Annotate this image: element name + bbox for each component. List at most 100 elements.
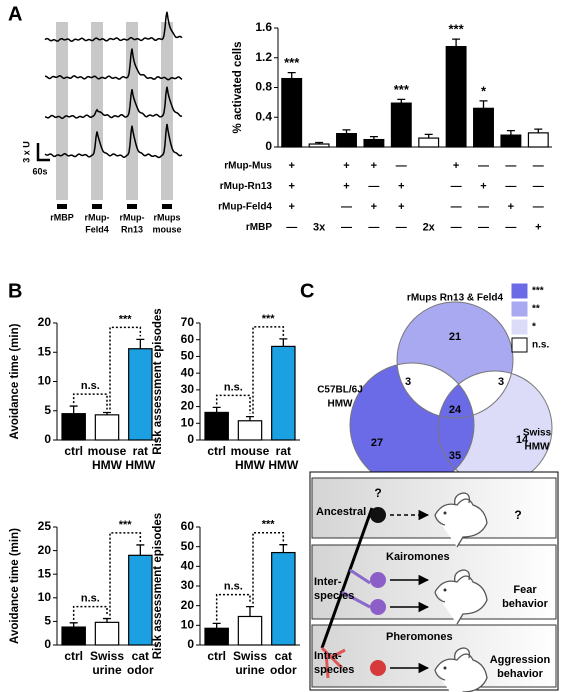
question: ? [514, 508, 521, 522]
table-cell: + [371, 160, 377, 172]
error-bar [103, 617, 111, 623]
row-label: rMup-Mus [224, 161, 272, 172]
table-cell: — [451, 201, 462, 213]
calcium-trace [44, 11, 183, 42]
mouse-icon [434, 647, 488, 692]
molecule [370, 660, 386, 676]
y-axis-label: Avoidance time (min) [9, 323, 21, 439]
stimulus-label: Rn13 [121, 224, 143, 234]
x-tick-label: HMW [125, 458, 156, 472]
stimulus-label: rMup- [85, 212, 110, 222]
table-cell: — [533, 180, 544, 192]
row-label: rMup-Rn13 [220, 181, 273, 192]
bar [271, 345, 296, 441]
table-cell: — [396, 221, 407, 233]
y-axis-label: Risk assessment episodes [152, 308, 164, 454]
x-tick-label: ctrl [207, 444, 226, 458]
table-cell: — [368, 180, 379, 192]
tree-branch [341, 568, 371, 609]
y-tick-label: 10 [181, 618, 195, 632]
region-count: 21 [449, 331, 461, 343]
stimulus-label: rMup- [120, 212, 145, 222]
significance-label: *** [394, 82, 410, 97]
row-label: Ancestral [316, 506, 366, 518]
y-tick-label: 60 [181, 332, 195, 346]
x-tick-label: ctrl [207, 649, 226, 663]
table-cell: — [505, 160, 516, 172]
comparison-label: *** [119, 313, 133, 325]
error-bar [246, 415, 254, 421]
error-bar [315, 141, 324, 145]
bar [204, 627, 229, 646]
error-bar [212, 406, 221, 413]
y-tick-label: 60 [181, 519, 195, 533]
row-label: rMup-Feld4 [218, 202, 272, 213]
table-cell: — [478, 160, 489, 172]
behavior-label: behavior [502, 598, 549, 610]
molecule [370, 507, 386, 523]
error-bar [212, 622, 221, 629]
x-tick-label: ctrl [64, 649, 83, 663]
table-cell: + [480, 180, 486, 192]
x-tick-label: cat [275, 649, 292, 663]
error-bar [287, 71, 296, 79]
table-cell: — [341, 221, 352, 233]
error-bar [369, 135, 378, 140]
molecule [370, 572, 386, 588]
table-cell: — [341, 201, 352, 213]
y-axis-label: Avoidance time (min) [9, 528, 21, 644]
mouse-eye [443, 588, 447, 592]
error-bar [246, 606, 254, 617]
table-cell: + [453, 160, 459, 172]
comparison-label: *** [119, 519, 133, 531]
y-tick-label: 20 [38, 543, 52, 557]
y-tick-label: 0 [187, 432, 194, 446]
region-count: 14 [516, 434, 529, 446]
comparison-label: n.s. [224, 581, 243, 593]
row-label: Intra- [314, 650, 342, 662]
y-tick-label: 5 [44, 403, 51, 417]
table-cell: — [286, 221, 297, 233]
error-bar [279, 338, 288, 347]
row-label: rMBP [246, 222, 272, 233]
table-cell: + [343, 180, 349, 192]
y-tick-label: 40 [181, 365, 195, 379]
y-tick-label: 1.6 [255, 20, 272, 34]
scale-label: 3 x U [21, 141, 31, 163]
comparison-label: *** [262, 519, 276, 531]
stimulus-window [126, 22, 138, 200]
question: ? [374, 486, 381, 500]
x-tick-label: HMW [235, 458, 266, 472]
region-count: 3 [498, 376, 504, 388]
error-bar [534, 128, 543, 133]
molecule [370, 599, 386, 615]
y-tick-label: 30 [181, 578, 195, 592]
y-tick-label: 20 [181, 399, 195, 413]
mouse-icon [434, 569, 488, 625]
legend-swatch [511, 319, 528, 335]
error-bar [397, 98, 406, 104]
panel-label: A [8, 3, 22, 25]
table-cell: + [288, 180, 294, 192]
stimulus-label: Feld4 [85, 224, 109, 234]
scale-label: 60s [32, 166, 47, 176]
bar [128, 348, 153, 441]
venn-region [438, 371, 474, 418]
region-count: 27 [371, 437, 383, 449]
comparison-bracket [252, 326, 285, 414]
set-label: rMups Rn13 & Feld4 [407, 293, 504, 304]
y-tick-label: 10 [38, 374, 52, 388]
behavior-label: Aggression [490, 654, 551, 666]
bar [128, 554, 153, 646]
set-label: HMW [525, 442, 551, 453]
x-tick-label: mouse [88, 444, 127, 458]
stimulus-bar [127, 204, 137, 209]
x-tick-label: odor [270, 663, 297, 677]
legend-label: *** [532, 286, 544, 297]
x-tick-label: Swiss [233, 649, 267, 663]
comparison-bracket [72, 393, 108, 410]
table-cell: — [368, 221, 379, 233]
x-tick-label: ctrl [64, 444, 83, 458]
x-tick-label: HMW [268, 458, 299, 472]
row-box [311, 624, 557, 688]
